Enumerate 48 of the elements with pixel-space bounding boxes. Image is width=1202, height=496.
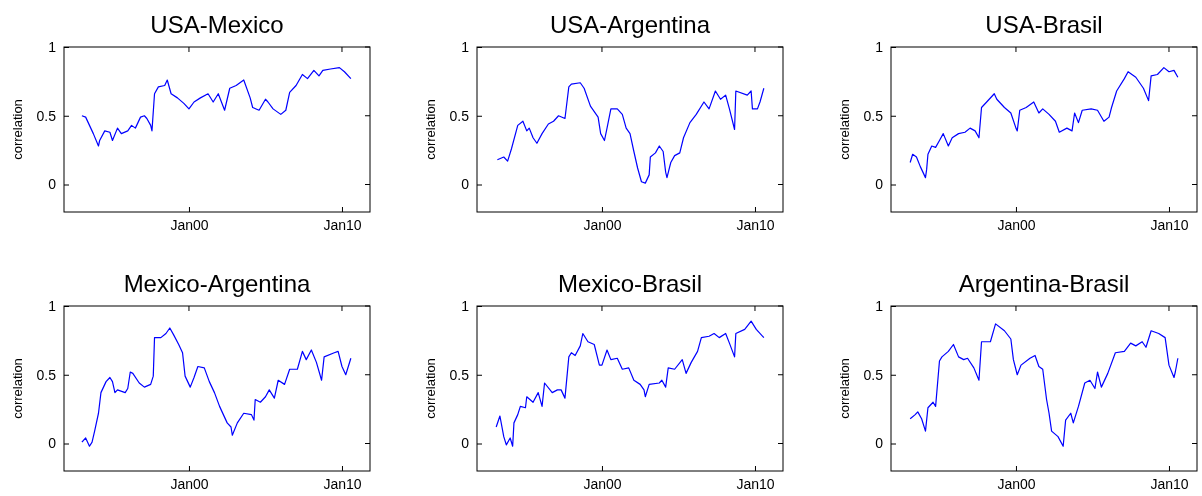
chart-title: Argentina-Brasil [958,270,1130,297]
line-series [81,327,352,447]
y-tick-label: 0.5 [449,107,470,124]
y-tick-label: 0.5 [449,366,470,383]
x-tick-label: Jan00 [583,475,622,492]
x-tick-label: Jan00 [170,216,209,233]
y-tick-label: 0.5 [36,107,57,124]
line-series [81,67,352,147]
line-series [909,323,1179,447]
y-axis-title: correlation [423,358,438,419]
x-tick-label: Jan00 [997,475,1036,492]
y-tick-label: 0.5 [863,366,884,383]
y-axis-title: correlation [837,358,852,419]
chart-title: Mexico-Argentina [123,270,312,297]
y-tick-label: 1 [48,38,57,55]
y-tick-label: 0 [48,176,57,193]
chart-title: USA-Brasil [985,11,1103,38]
x-tick-label: Jan10 [736,475,775,492]
y-tick-label: 1 [875,297,884,314]
y-tick-label: 0 [48,435,57,452]
x-tick-label: Jan10 [1150,475,1189,492]
y-tick-label: 0 [461,435,470,452]
y-tick-label: 0 [875,176,884,193]
x-tick-label: Jan00 [997,216,1036,233]
x-tick-label: Jan10 [1150,216,1189,233]
y-tick-label: 1 [461,297,470,314]
y-tick-label: 1 [461,38,470,55]
y-axis-title: correlation [423,99,438,160]
y-tick-label: 0 [461,176,470,193]
x-tick-label: Jan10 [323,475,362,492]
line-series [496,82,765,184]
x-tick-label: Jan10 [323,216,362,233]
y-tick-label: 1 [875,38,884,55]
y-axis-title: correlation [10,99,25,160]
y-tick-label: 1 [48,297,57,314]
chart-title: USA-Argentina [549,11,711,38]
y-tick-label: 0 [875,435,884,452]
x-tick-label: Jan10 [736,216,775,233]
x-tick-label: Jan00 [583,216,622,233]
y-tick-label: 0.5 [36,366,57,383]
chart-title: USA-Mexico [150,11,284,38]
x-tick-label: Jan00 [170,475,209,492]
y-tick-label: 0.5 [863,107,884,124]
line-series [909,67,1179,179]
chart-title: Mexico-Brasil [557,270,703,297]
y-axis-title: correlation [10,358,25,419]
line-series [495,320,765,447]
y-axis-title: correlation [837,99,852,160]
